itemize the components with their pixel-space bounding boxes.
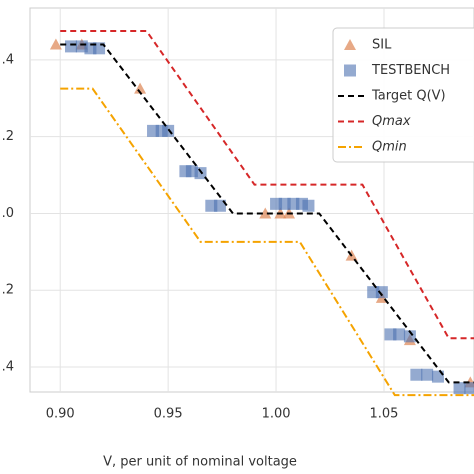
line [60, 43, 474, 384]
x-axis-label: V, per unit of nominal voltage [103, 455, 297, 470]
point [453, 382, 466, 395]
point [421, 368, 434, 381]
point [65, 40, 78, 53]
legend-marker [344, 64, 356, 77]
point [464, 382, 474, 395]
legend-label: Target Q(V) [371, 89, 446, 104]
legend-label: TESTBENCH [371, 63, 450, 78]
y-tick-label: .0 [2, 206, 14, 221]
line [60, 87, 474, 397]
point [49, 38, 62, 50]
point [162, 124, 175, 137]
point [194, 167, 207, 180]
y-tick-label: .4 [2, 360, 14, 375]
x-tick-label: 0.95 [154, 407, 183, 422]
legend-label: SIL [372, 38, 392, 53]
legend-marker [344, 39, 356, 50]
point [259, 207, 272, 219]
point [302, 199, 315, 212]
legend-label: Qmax [372, 114, 411, 129]
y-tick-label: .2 [2, 129, 14, 144]
y-tick-label: .2 [2, 283, 14, 298]
line [60, 30, 474, 340]
point [410, 368, 423, 381]
legend-box [332, 27, 474, 163]
x-tick-label: 0.90 [46, 407, 75, 422]
point [213, 199, 226, 212]
y-tick-label: .4 [2, 52, 14, 67]
x-tick-label: 1.05 [370, 407, 399, 422]
point [403, 330, 416, 343]
point [393, 328, 406, 341]
legend-label: Qmin [372, 140, 407, 155]
point [134, 82, 147, 94]
point [375, 286, 388, 299]
x-tick-label: 1.00 [262, 407, 291, 422]
